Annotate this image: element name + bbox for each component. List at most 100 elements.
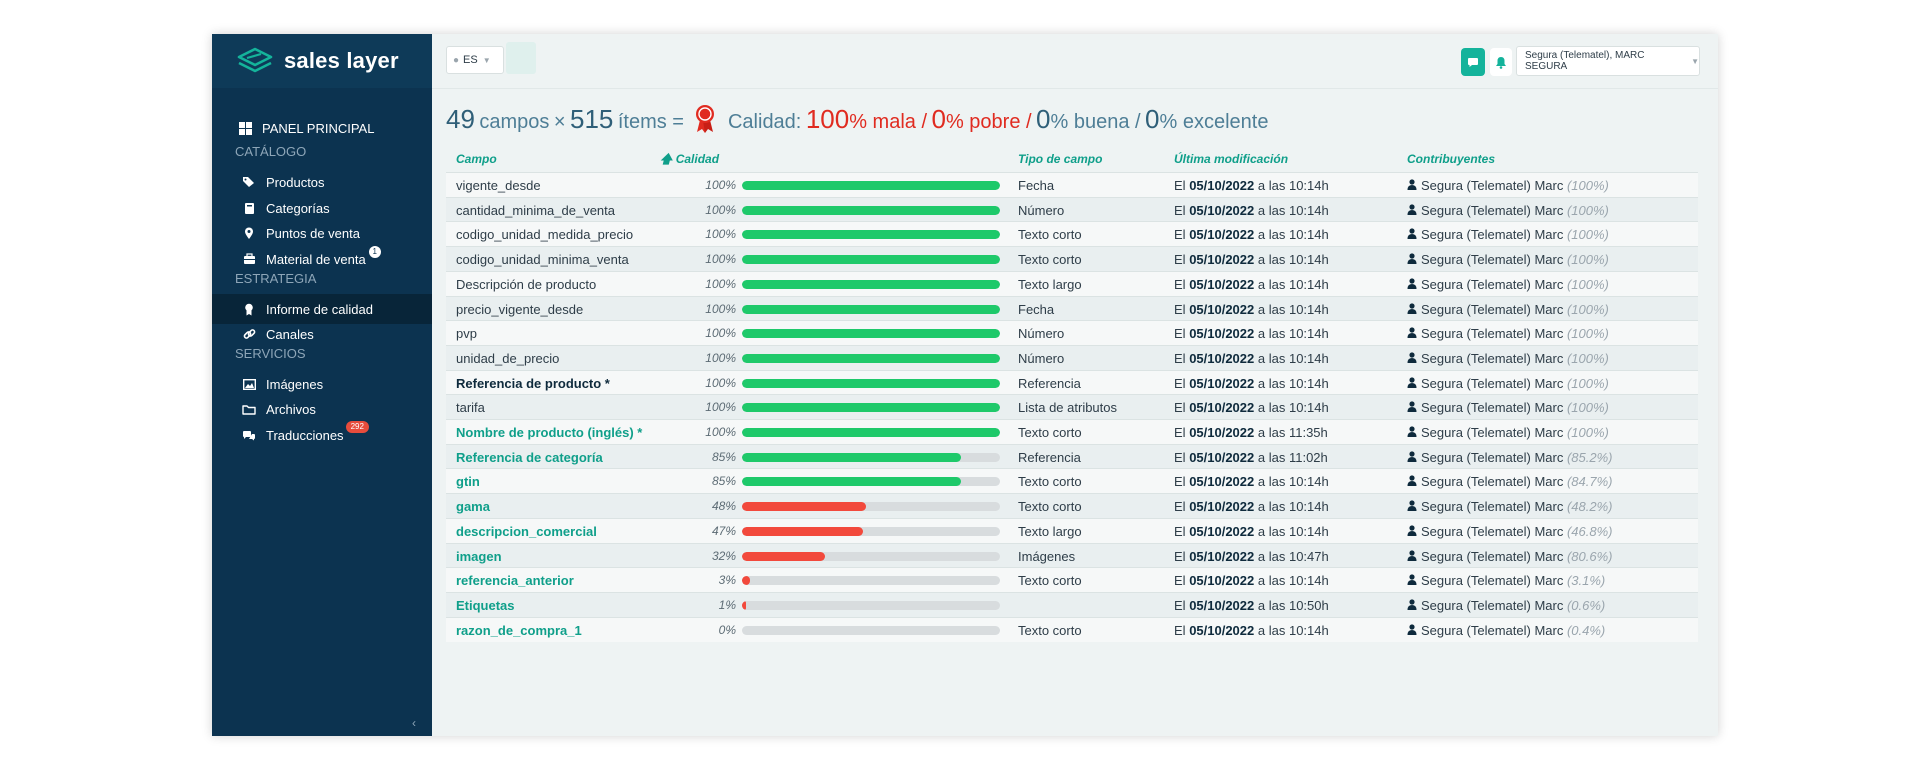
field-type: Referencia xyxy=(1018,449,1081,465)
table-row[interactable]: referencia_anterior 3% Texto corto El 05/10… xyxy=(446,567,1698,593)
briefcase-icon xyxy=(238,253,260,265)
last-modified: El 05/10/2022 a las 10:14h xyxy=(1174,494,1329,519)
sidebar-item-archivos[interactable]: Archivos xyxy=(212,394,432,424)
field-name[interactable]: razon_de_compra_1 xyxy=(456,622,582,638)
field-name[interactable]: imagen xyxy=(456,548,502,564)
sidebar-item-imagenes[interactable]: Imágenes xyxy=(212,369,432,399)
modified-prefix: El xyxy=(1174,375,1186,391)
contributor-name: Segura (Telematel) Marc xyxy=(1421,523,1564,539)
quality-progress-bar xyxy=(742,181,1000,190)
column-header-quality[interactable]: 🡅 Calidad xyxy=(660,146,719,172)
quality-percent: 100% xyxy=(705,425,736,439)
contributor-percent: (3.1%) xyxy=(1566,573,1606,589)
sidebar: sales layer PANEL PRINCIPAL CATÁLOGO Pro… xyxy=(212,34,432,736)
quality-percent: 0% xyxy=(718,622,736,637)
chat-button[interactable] xyxy=(1461,48,1485,76)
quality-percent: 100% xyxy=(705,276,736,291)
nav-label: Informe de calidad xyxy=(266,301,373,317)
modified-time: a las 10:14h xyxy=(1257,523,1329,539)
field-name[interactable]: descripcion_comercial xyxy=(456,523,597,539)
logo[interactable]: sales layer xyxy=(212,34,432,88)
quality-progress-bar xyxy=(742,403,1000,413)
contributor-percent: (100%) xyxy=(1566,301,1609,317)
contributor-percent: (100%) xyxy=(1566,375,1609,391)
contributor-percent: (100%) xyxy=(1566,326,1609,342)
chat-bubble-icon xyxy=(1468,57,1478,67)
column-header-modified[interactable]: Última modificación xyxy=(1174,152,1289,166)
sidebar-item-informe-de-calidad[interactable]: Informe de calidad xyxy=(212,294,432,324)
sidebar-item-material-de-venta[interactable]: Material de venta 1 xyxy=(212,244,432,274)
items-label: ítems = xyxy=(617,111,684,133)
sales-layer-logo-icon xyxy=(237,47,273,73)
sort-up-arrow-icon: 🡅 xyxy=(660,152,673,166)
table-row[interactable]: vigente_desde 100% Fecha El 05/10/2022 a la… xyxy=(446,172,1698,197)
sidebar-item-productos[interactable]: Productos xyxy=(212,167,432,197)
field-name: Descripción de producto xyxy=(456,276,597,292)
field-name: codigo_unidad_medida_precio xyxy=(456,227,634,243)
field-name[interactable]: Referencia de categoría xyxy=(456,449,603,465)
quality-progress-bar xyxy=(742,625,1000,635)
contributor-name: Segura (Telematel) Marc xyxy=(1421,400,1564,416)
table-row[interactable]: descripcion_comercial 47% Texto largo El 05… xyxy=(446,517,1698,543)
user-icon xyxy=(1407,525,1417,539)
table-row[interactable]: Etiquetas 1% El 05/10/2022 a las 10:50h Seg… xyxy=(446,591,1698,617)
notifications-button[interactable] xyxy=(1490,48,1512,76)
field-name[interactable]: Etiquetas xyxy=(456,597,515,613)
items-count: 515 xyxy=(570,104,614,134)
user-icon xyxy=(1407,302,1417,317)
table-row[interactable]: imagen 32% Imágenes El 05/10/2022 a las 10:… xyxy=(446,542,1698,569)
modified-date: 05/10/2022 xyxy=(1189,449,1255,465)
table-row[interactable]: razon_de_compra_1 0% Texto corto El 05/10/2… xyxy=(446,616,1698,642)
sidebar-item-canales[interactable]: Canales xyxy=(212,319,432,349)
table-row[interactable]: gtin 85% Texto corto El 05/10/2022 a las 10… xyxy=(446,468,1698,494)
field-name[interactable]: Nombre de producto (inglés) * xyxy=(456,425,643,440)
contributor-percent: (100%) xyxy=(1566,400,1609,416)
table-row[interactable]: unidad_de_precio 100% Número El 05/10/2022 … xyxy=(446,344,1698,370)
sidebar-item-puntos-de-venta[interactable]: Puntos de venta xyxy=(212,218,432,248)
contributor-percent: (46.8%) xyxy=(1566,523,1613,539)
tags-icon xyxy=(238,176,260,188)
table-row[interactable]: codigo_unidad_minima_venta 100% Texto cort… xyxy=(446,246,1698,272)
field-type: Texto largo xyxy=(1018,523,1082,539)
sidebar-item-traducciones[interactable]: Traducciones 292 xyxy=(212,420,432,450)
table-row[interactable]: Referencia de categoría 85% Referencia El 0… xyxy=(446,443,1698,469)
field-type: Imágenes xyxy=(1018,548,1076,564)
nav-panel-principal[interactable]: PANEL PRINCIPAL xyxy=(212,113,432,143)
table-row[interactable]: precio_vigente_desde 100% Fecha El 05/10/20… xyxy=(446,295,1698,322)
sidebar-item-categorias[interactable]: Categorías xyxy=(212,193,432,223)
table-row[interactable]: Nombre de producto (inglés) * 100% Texto c… xyxy=(446,419,1698,444)
modified-time: a las 10:14h xyxy=(1257,375,1329,391)
column-header-field[interactable]: Campo xyxy=(456,152,497,166)
column-header-contributors[interactable]: Contribuyentes xyxy=(1407,152,1496,166)
field-name[interactable]: referencia_anterior xyxy=(456,573,574,589)
toolbar-ghost-button[interactable] xyxy=(506,42,536,74)
quality-progress-fill xyxy=(742,502,866,512)
table-row[interactable]: gama 48% Texto corto El 05/10/2022 a las 10… xyxy=(446,493,1698,519)
contributor-name: Segura (Telematel) Marc xyxy=(1421,548,1564,564)
contributor: Segura (Telematel) Marc (80.6%) xyxy=(1407,544,1612,569)
language-select[interactable]: ● ES ▼ xyxy=(446,46,504,74)
table-row[interactable]: cantidad_minima_de_venta 100% Número El 05/… xyxy=(446,196,1698,222)
fields-label: campos xyxy=(479,111,550,133)
table-row[interactable]: pvp 100% Número El 05/10/2022 a las 10:14h S… xyxy=(446,320,1698,346)
pobre-label: % pobre / xyxy=(945,111,1032,133)
user-icon xyxy=(1407,623,1417,638)
quality-progress-bar xyxy=(742,353,1000,363)
quality-progress-bar xyxy=(742,279,1000,289)
contributor-name: Segura (Telematel) Marc xyxy=(1421,597,1564,613)
column-header-type[interactable]: Tipo de campo xyxy=(1018,152,1103,166)
table-row[interactable]: Referencia de producto * 100% Referencia El… xyxy=(446,369,1698,395)
table-row[interactable]: Descripción de producto 100% Texto largo El… xyxy=(446,270,1698,296)
field-type: Referencia xyxy=(1018,375,1081,391)
collapse-sidebar-chevron-icon[interactable]: ‹ xyxy=(412,716,416,730)
quality-progress-bar xyxy=(742,255,1000,265)
quality-progress-fill xyxy=(742,181,1000,190)
field-name[interactable]: gtin xyxy=(456,474,480,490)
table-row[interactable]: codigo_unidad_medida_precio 100% Texto cor… xyxy=(446,221,1698,247)
field-name: tarifa xyxy=(456,400,485,416)
table-row[interactable]: tarifa 100% Lista de atributos El 05/10/202… xyxy=(446,394,1698,420)
contributor: Segura (Telematel) Marc (100%) xyxy=(1407,297,1609,322)
field-name[interactable]: gama xyxy=(456,499,490,515)
user-menu[interactable]: Segura (Telematel), MARC SEGURA ▼ xyxy=(1516,46,1700,76)
quality-progress-bar xyxy=(742,551,1000,561)
